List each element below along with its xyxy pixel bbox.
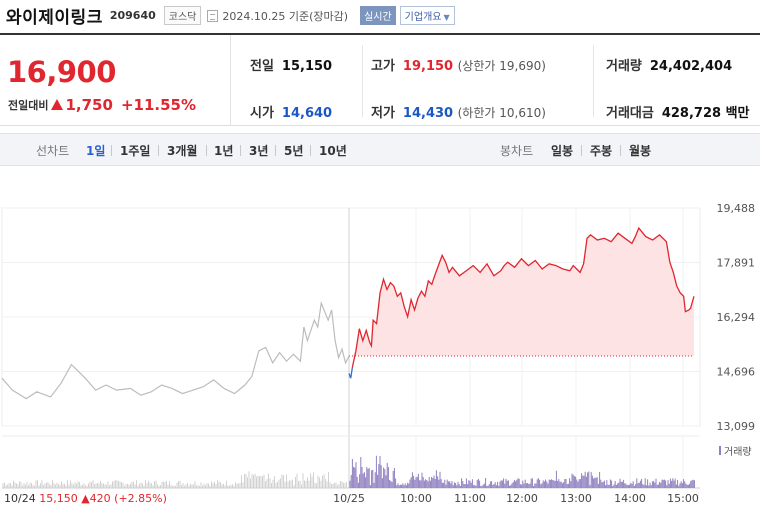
x-tick-label: 10:00: [400, 492, 432, 505]
upper-limit: (상한가 19,690): [457, 59, 546, 73]
x-tick-label: 10/25: [333, 492, 365, 505]
low-value: 14,430: [402, 106, 454, 121]
change-percent: +11.55%: [120, 96, 196, 114]
stock-header: 와이제이링크 209640 코스닥 2024.10.25 기준(장마감) 실시간…: [0, 0, 760, 31]
realtime-button[interactable]: 실시간: [360, 6, 396, 25]
chart-period-bar: 선차트 1일 1주일 3개월 1년 3년 5년 10년 봉차트 일봉 주봉 월봉: [0, 133, 760, 166]
volume-legend-label: 거래량: [724, 446, 752, 458]
chevron-down-icon: ▼: [443, 13, 450, 22]
prev-day-volume-bars: [2, 471, 347, 488]
y-tick-label: 19,488: [717, 202, 756, 215]
high-label: 고가: [371, 59, 395, 74]
tab-daily-candle[interactable]: 일봉: [551, 144, 574, 158]
change-value: 1,750: [65, 96, 113, 114]
document-icon[interactable]: [207, 9, 219, 22]
divider: [111, 145, 112, 156]
amount-cell: 거래대금 428,728 백만: [606, 102, 750, 121]
prev-day-date: 10/24: [4, 492, 39, 505]
volume-label: 거래량: [606, 59, 642, 74]
low-cell: 저가 14,430 (하한가 10,610): [371, 102, 546, 121]
prev-day-change: ▲420 (+2.85%): [81, 492, 167, 505]
open-value: 14,640: [281, 106, 333, 121]
company-overview-dropdown[interactable]: 기업개요 ▼: [399, 6, 455, 25]
divider: [620, 145, 621, 156]
market-badge: 코스닥: [163, 6, 202, 25]
current-price-box: 16,900 전일대비 1,750 +11.55%: [0, 35, 231, 126]
stock-code: 209640: [109, 9, 156, 22]
y-tick-label: 13,099: [717, 420, 756, 433]
current-price: 16,900: [7, 55, 116, 89]
prev-day-price-line: [1, 300, 350, 400]
base-date: 2024.10.25 기준(장마감): [222, 9, 349, 23]
amount-label: 거래대금: [606, 106, 654, 121]
quote-panel: 16,900 전일대비 1,750 +11.55% 전일 15,150 시가 14,64…: [0, 33, 760, 126]
prev-close-value: 15,150: [281, 59, 333, 74]
change-label: 전일대비: [8, 99, 49, 112]
divider: [310, 145, 311, 156]
prev-day-close: 15,150: [39, 492, 81, 505]
volume-cell: 거래량 24,402,404: [606, 55, 732, 74]
company-name: 와이제이링크: [6, 8, 103, 28]
open-label: 시가: [250, 106, 274, 121]
today-area-fill: [349, 228, 694, 357]
volume-legend-swatch: [719, 446, 721, 455]
y-tick-label: 17,891: [717, 256, 756, 269]
divider: [593, 45, 594, 117]
tab-monthly-candle[interactable]: 월봉: [629, 144, 652, 158]
y-tick-label: 14,696: [717, 366, 756, 379]
divider: [275, 145, 276, 156]
divider: [240, 145, 241, 156]
tab-3-years[interactable]: 3년: [249, 144, 269, 158]
divider: [362, 45, 363, 117]
tab-1-day[interactable]: 1일: [86, 144, 106, 158]
intraday-chart[interactable]: 19,488 17,891 16,294 14,696 13,099 거래량 10/25 10…: [0, 196, 760, 510]
tab-10-years[interactable]: 10년: [319, 144, 347, 158]
low-label: 저가: [371, 106, 395, 121]
candle-chart-label: 봉차트: [500, 144, 534, 158]
high-value: 19,150: [402, 59, 454, 74]
up-triangle-icon: [51, 99, 64, 110]
divider: [581, 145, 582, 156]
x-tick-label: 13:00: [560, 492, 592, 505]
today-price-line-up: [351, 226, 695, 368]
tab-1-year[interactable]: 1년: [214, 144, 234, 158]
divider: [158, 145, 159, 156]
divider: [206, 145, 207, 156]
prev-close-cell: 전일 15,150: [250, 55, 332, 74]
volume-value: 24,402,404: [649, 59, 733, 74]
lower-limit: (하한가 10,610): [457, 106, 546, 120]
today-volume-bars: [349, 455, 695, 488]
x-tick-label: 12:00: [506, 492, 538, 505]
prev-close-label: 전일: [250, 59, 274, 74]
tab-5-years[interactable]: 5년: [284, 144, 304, 158]
tab-weekly-candle[interactable]: 주봉: [590, 144, 613, 158]
today-price-line-down: [348, 366, 354, 379]
x-tick-label: 11:00: [454, 492, 486, 505]
line-chart-label: 선차트: [36, 144, 70, 158]
open-cell: 시가 14,640: [250, 102, 332, 121]
price-change: 전일대비 1,750 +11.55%: [8, 96, 196, 114]
tab-3-months[interactable]: 3개월: [167, 144, 198, 158]
amount-value: 428,728 백만: [661, 106, 750, 121]
prev-day-summary: 10/24 15,150 ▲420 (+2.85%): [4, 492, 167, 505]
company-overview-label: 기업개요: [404, 12, 442, 23]
high-cell: 고가 19,150 (상한가 19,690): [371, 55, 546, 74]
tab-1-week[interactable]: 1주일: [120, 144, 151, 158]
y-tick-label: 16,294: [717, 311, 756, 324]
x-tick-label: 15:00: [667, 492, 699, 505]
x-tick-label: 14:00: [614, 492, 646, 505]
